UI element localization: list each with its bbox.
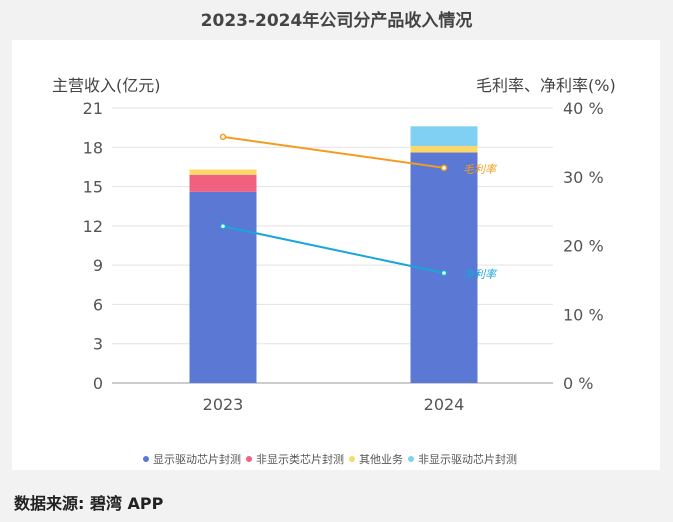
y-tick-left: 6	[93, 295, 103, 314]
bar-segment	[410, 126, 478, 146]
y-tick-right: 30 %	[563, 168, 604, 187]
bar-segment	[189, 169, 257, 175]
y-tick-left: 21	[83, 99, 103, 118]
legend-marker	[246, 456, 252, 462]
y-tick-left: 9	[93, 256, 103, 275]
line-series	[222, 135, 445, 169]
bar-segment	[189, 174, 257, 192]
y-tick-right: 10 %	[563, 305, 604, 324]
line-point	[219, 133, 227, 141]
y-tick-left: 18	[83, 138, 103, 157]
chart-title: 2023-2024年公司分产品收入情况	[200, 11, 473, 31]
legend-label: 非显示驱动芯片封测	[418, 452, 517, 466]
legend-marker	[349, 456, 355, 462]
y-tick-left: 3	[93, 335, 103, 354]
legend-marker	[143, 456, 149, 462]
line-series	[222, 225, 445, 274]
legend-label: 显示驱动芯片封测	[153, 452, 241, 466]
source-note: 数据来源: 碧湾 APP	[14, 494, 164, 513]
x-tick: 2023	[203, 395, 244, 414]
y-axis-label-right: 毛利率、净利率(%)	[476, 76, 616, 95]
y-tick-left: 15	[83, 178, 103, 197]
y-tick-right: 40 %	[563, 99, 604, 118]
y-tick-right: 20 %	[563, 237, 604, 256]
legend-label: 其他业务	[359, 453, 403, 466]
line-point	[440, 164, 448, 172]
line-label: 净利率	[463, 268, 498, 281]
y-tick-right: 0 %	[563, 374, 593, 393]
chart-panel	[12, 40, 660, 470]
y-axis-label-left: 主营收入(亿元)	[52, 76, 161, 95]
y-tick-left: 12	[83, 217, 103, 236]
y-tick-left: 0	[93, 374, 103, 393]
bar-segment	[410, 145, 478, 153]
line-label: 毛利率	[463, 163, 498, 176]
legend-label: 非显示类芯片封测	[256, 452, 344, 466]
line-point	[440, 269, 448, 277]
x-tick: 2024	[424, 395, 465, 414]
legend-marker	[408, 456, 414, 462]
bar-segment	[189, 191, 257, 383]
line-point	[219, 223, 227, 230]
